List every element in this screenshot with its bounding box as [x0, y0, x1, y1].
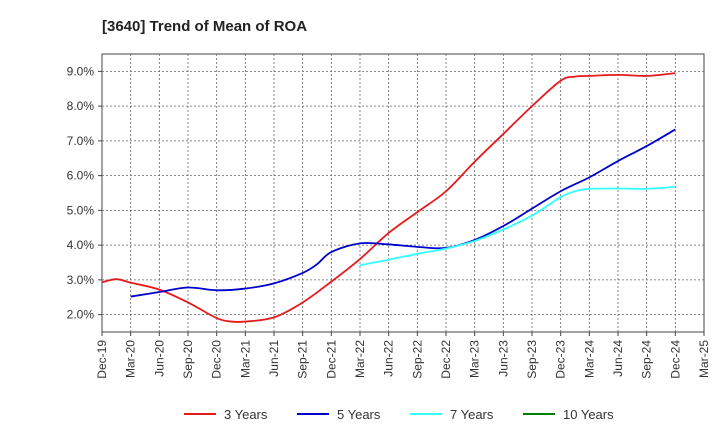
- x-tick-label: Jun-20: [152, 340, 166, 377]
- y-tick-label: 2.0%: [67, 308, 95, 322]
- x-tick-label: Dec-19: [95, 340, 109, 379]
- x-tick-label: Mar-25: [697, 340, 711, 378]
- plot-area: [101, 53, 705, 333]
- y-axis-ticks: 2.0% 3.0% 4.0% 5.0% 6.0% 7.0% 8.0% 9.0%: [67, 64, 102, 322]
- x-tick-label: Sep-20: [181, 340, 195, 379]
- x-tick-label: Jun-24: [611, 340, 625, 377]
- legend-label: 3 Years: [224, 407, 268, 422]
- legend-item-5-years[interactable]: 5 Years: [297, 407, 381, 422]
- y-tick-label: 8.0%: [67, 99, 95, 113]
- y-tick-label: 7.0%: [67, 134, 95, 148]
- series-line-3-years: [101, 72, 676, 323]
- x-tick-label: Sep-24: [640, 340, 654, 379]
- legend-item-3-years[interactable]: 3 Years: [184, 407, 268, 422]
- y-tick-label: 3.0%: [67, 273, 95, 287]
- x-tick-label: Sep-23: [525, 340, 539, 379]
- legend-label: 5 Years: [337, 407, 381, 422]
- series-line-5-years: [130, 128, 676, 298]
- x-tick-label: Dec-22: [439, 340, 453, 379]
- y-tick-label: 4.0%: [67, 238, 95, 252]
- series-lines: [101, 72, 676, 323]
- series-line-7-years: [359, 185, 676, 267]
- legend-item-10-years[interactable]: 10 Years: [523, 407, 614, 422]
- x-axis-ticks: Dec-19 Mar-20 Jun-20 Sep-20 Dec-20 Mar-21 Jun-…: [95, 332, 711, 379]
- x-tick-label: Mar-21: [238, 340, 252, 378]
- x-tick-label: Mar-22: [353, 340, 367, 378]
- x-tick-label: Mar-24: [582, 340, 596, 378]
- y-tick-label: 5.0%: [67, 203, 95, 217]
- legend-item-7-years[interactable]: 7 Years: [410, 407, 494, 422]
- x-tick-label: Jun-22: [382, 340, 396, 377]
- legend-label: 7 Years: [450, 407, 494, 422]
- y-tick-label: 9.0%: [67, 64, 95, 78]
- legend-label: 10 Years: [563, 407, 614, 422]
- x-tick-label: Jun-23: [496, 340, 510, 377]
- x-tick-label: Mar-23: [468, 340, 482, 378]
- x-tick-label: Sep-21: [296, 340, 310, 379]
- chart-title: [3640] Trend of Mean of ROA: [102, 18, 307, 35]
- x-tick-label: Mar-20: [124, 340, 138, 378]
- x-tick-label: Dec-21: [324, 340, 338, 379]
- x-tick-label: Dec-20: [210, 340, 224, 379]
- x-tick-label: Jun-21: [267, 340, 281, 377]
- x-tick-label: Dec-23: [554, 340, 568, 379]
- x-tick-label: Sep-22: [410, 340, 424, 379]
- legend[interactable]: 3 Years 5 Years 7 Years 10 Years: [184, 407, 614, 422]
- x-tick-label: Dec-24: [668, 340, 682, 379]
- y-tick-label: 6.0%: [67, 169, 95, 183]
